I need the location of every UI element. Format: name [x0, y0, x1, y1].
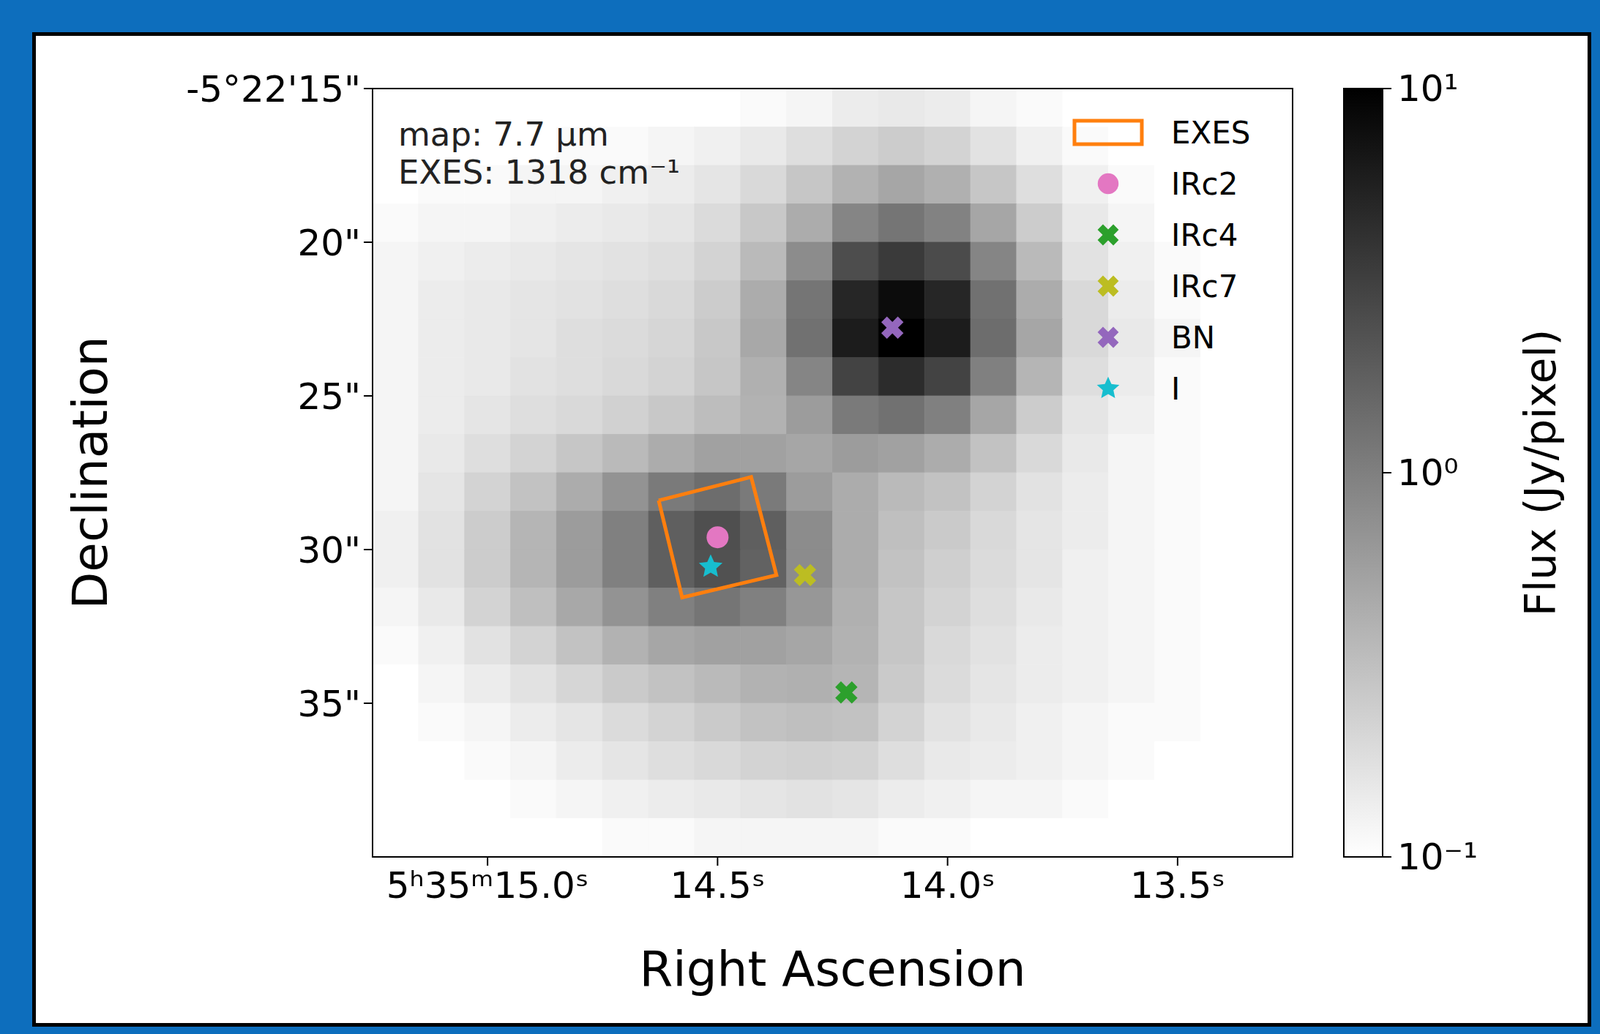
svg-text:13.5ˢ: 13.5ˢ: [1130, 864, 1226, 907]
svg-text:10⁰: 10⁰: [1397, 451, 1459, 495]
svg-text:10¹: 10¹: [1397, 67, 1459, 110]
svg-text:30": 30": [297, 529, 361, 572]
svg-text:Flux (Jy/pixel): Flux (Jy/pixel): [1515, 329, 1566, 618]
svg-text:25": 25": [297, 375, 361, 418]
svg-text:20": 20": [297, 221, 361, 265]
svg-text:14.5ˢ: 14.5ˢ: [669, 864, 765, 907]
svg-text:Declination: Declination: [62, 335, 119, 609]
svg-text:10⁻¹: 10⁻¹: [1397, 835, 1478, 879]
svg-text:IRc7: IRc7: [1171, 268, 1238, 305]
svg-text:-5°22'15": -5°22'15": [185, 68, 361, 111]
svg-text:I: I: [1171, 371, 1180, 407]
svg-text:5ʰ35ᵐ15.0ˢ: 5ʰ35ᵐ15.0ˢ: [386, 864, 590, 907]
svg-text:BN: BN: [1171, 319, 1216, 356]
svg-text:14.0ˢ: 14.0ˢ: [900, 864, 996, 907]
svg-text:IRc2: IRc2: [1171, 166, 1238, 203]
svg-text:35": 35": [297, 682, 361, 726]
svg-text:Right Ascension: Right Ascension: [639, 941, 1027, 998]
svg-text:EXES: 1318 cm⁻¹: EXES: 1318 cm⁻¹: [398, 152, 680, 192]
svg-text:map: 7.7 µm: map: 7.7 µm: [398, 114, 609, 154]
svg-text:EXES: EXES: [1171, 114, 1251, 151]
svg-text:IRc4: IRc4: [1171, 217, 1238, 254]
